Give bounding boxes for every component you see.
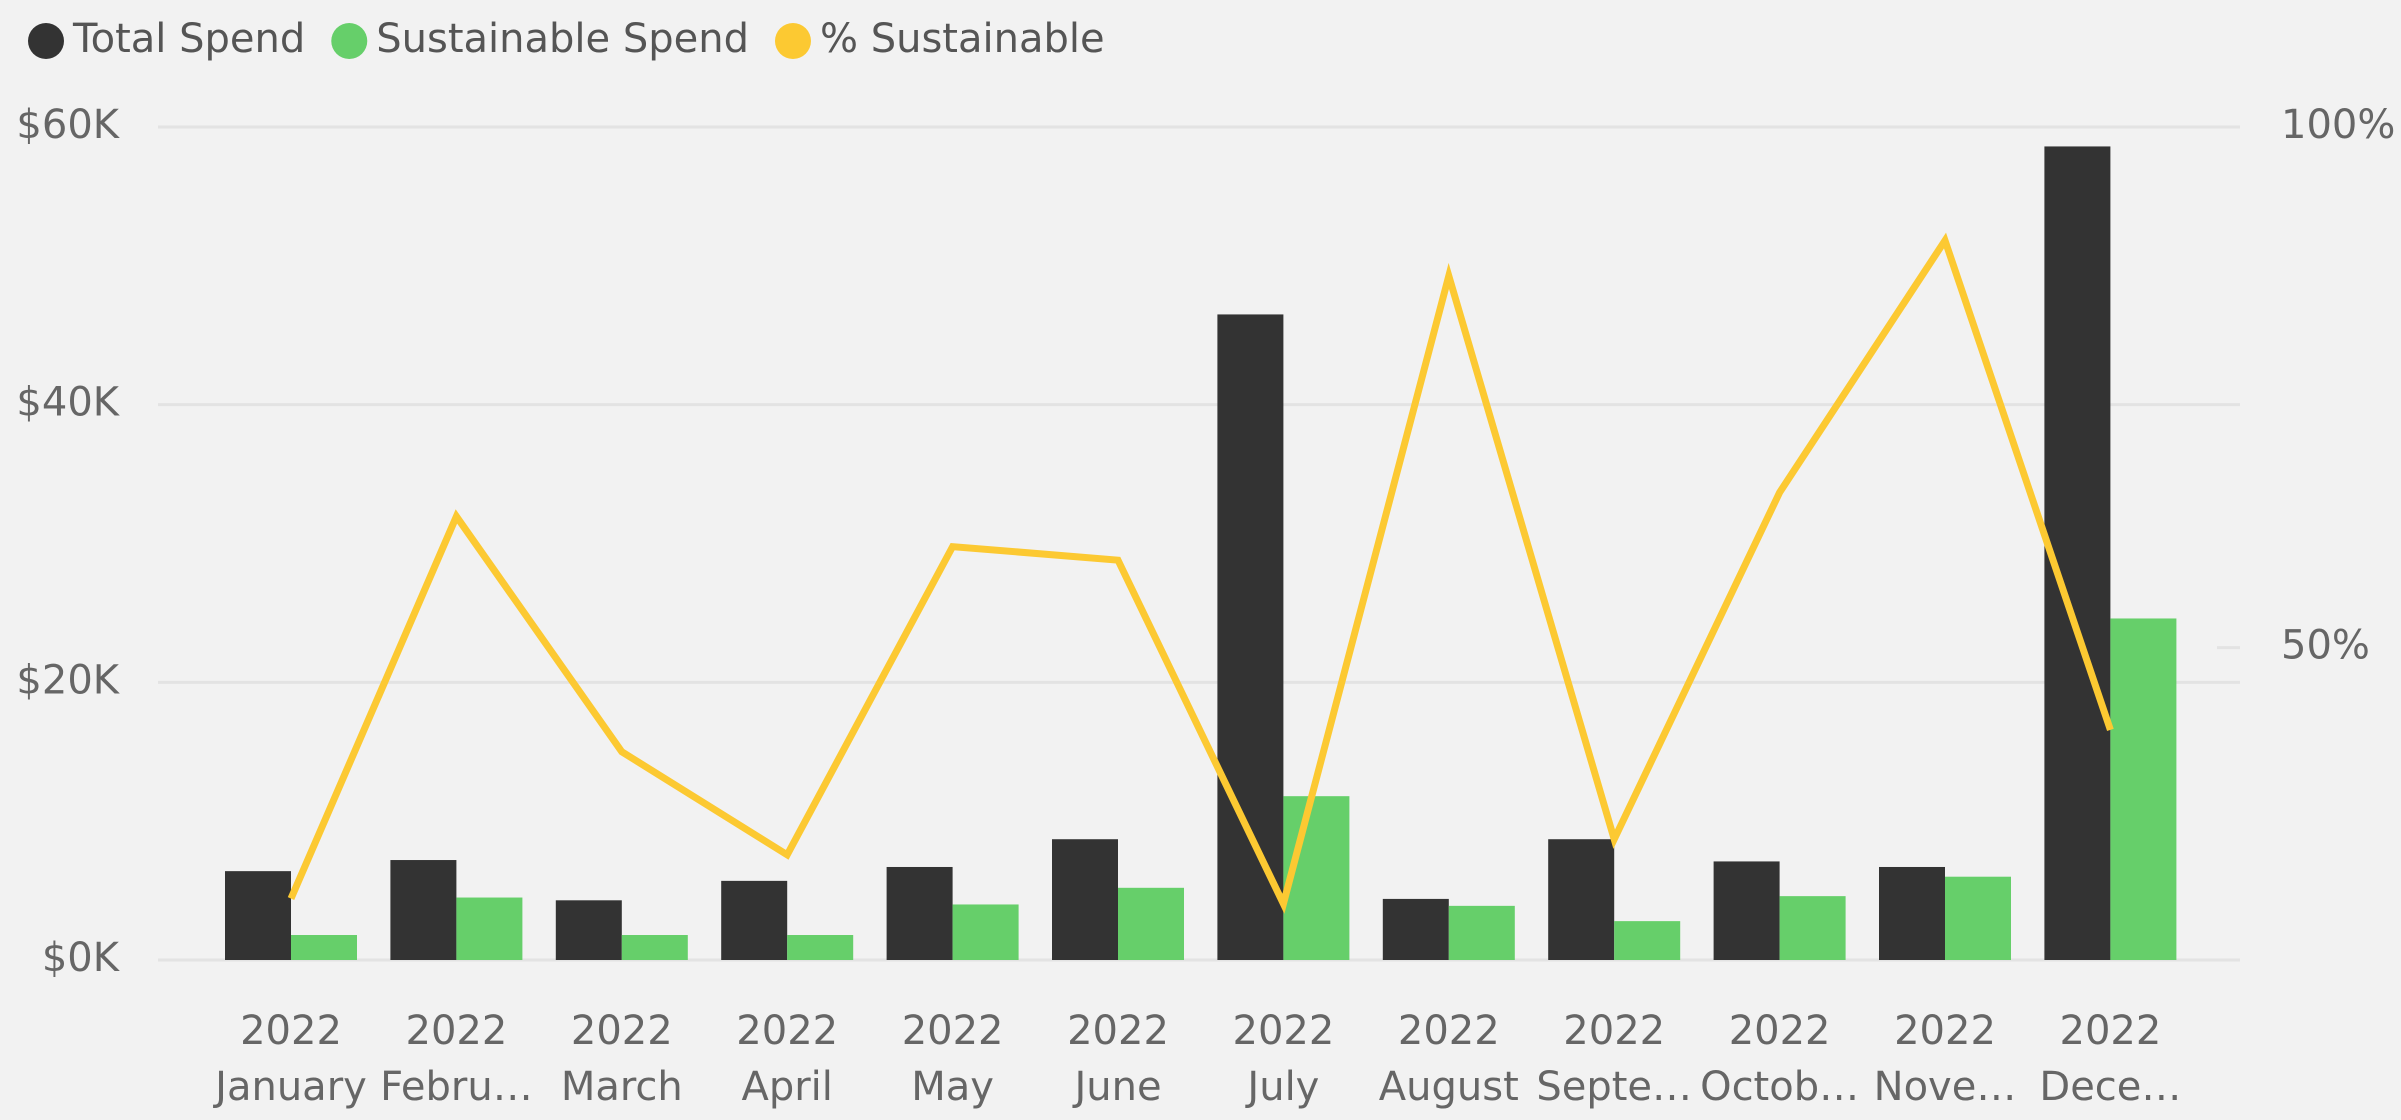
x-tick-label: 2022 — [1233, 1008, 1335, 1054]
legend-marker — [331, 23, 368, 59]
x-tick-label: 2022 — [1563, 1008, 1665, 1054]
y-tick-label: $60K — [16, 102, 120, 148]
x-tick-label: 2022 — [736, 1008, 838, 1054]
y-tick-label: $0K — [42, 935, 121, 981]
bar — [886, 866, 953, 960]
x-tick-label: 2022 — [2060, 1008, 2162, 1054]
legend-marker — [28, 23, 64, 59]
x-tick-label: March — [561, 1064, 683, 1110]
legend-marker — [774, 23, 811, 59]
x-tick-label: 2022 — [1894, 1008, 1996, 1054]
bar — [1448, 905, 1515, 960]
x-tick-label: May — [911, 1064, 994, 1110]
x-tick-label: August — [1379, 1064, 1519, 1110]
bar — [225, 871, 291, 960]
bar — [787, 935, 854, 960]
x-tick-label: 2022 — [902, 1008, 1004, 1054]
x-tick-label: 2022 — [1398, 1008, 1500, 1054]
bar — [1779, 896, 1846, 960]
x-tick-label: July — [1244, 1064, 1319, 1110]
legend-label: Sustainable Spend — [376, 16, 749, 62]
bar — [390, 860, 457, 960]
bar — [1382, 898, 1449, 960]
x-tick-label: 2022 — [1729, 1008, 1831, 1054]
x-tick-label: 2022 — [240, 1008, 342, 1054]
bar — [2044, 146, 2111, 961]
legend: Total Spend Sustainable Spend % Sustainabl… — [28, 16, 1105, 62]
x-tick-label: 2022 — [1067, 1008, 1169, 1054]
line — [287, 232, 2114, 914]
y-tick-label: $40K — [16, 380, 120, 426]
bar — [1945, 876, 2011, 960]
bar — [1052, 839, 1118, 960]
bar — [2110, 618, 2177, 960]
bar — [952, 904, 1019, 960]
x-tick-label: 2022 — [571, 1008, 673, 1054]
bar — [1217, 314, 1284, 960]
bar — [1879, 866, 1945, 960]
bar — [1548, 839, 1615, 960]
bar — [621, 935, 688, 960]
x-tick-label: Febru… — [380, 1064, 533, 1110]
x-tick-label: Nove… — [1874, 1064, 2017, 1110]
bar — [1713, 861, 1780, 960]
x-tick-label: January — [212, 1064, 367, 1110]
x-tick-label: Octob… — [1700, 1064, 1859, 1110]
bar — [721, 880, 788, 960]
bar — [1614, 921, 1681, 960]
y2-tick-label: 100% — [2281, 102, 2395, 148]
x-tick-label: June — [1071, 1064, 1161, 1110]
legend-label: % Sustainable — [820, 16, 1105, 62]
y-tick-label: $20K — [16, 657, 120, 703]
x-tick-label: Dece… — [2039, 1064, 2181, 1110]
bar — [555, 900, 622, 960]
y2-tick-label: 50% — [2281, 623, 2370, 669]
bar — [291, 935, 357, 960]
bar — [1283, 796, 1350, 960]
x-tick-label: April — [741, 1064, 832, 1110]
bar — [456, 897, 523, 960]
x-tick-label: 2022 — [406, 1008, 508, 1054]
x-tick-label: Septe… — [1536, 1064, 1692, 1110]
bar — [1118, 887, 1184, 960]
legend-label: Total Spend — [72, 16, 305, 62]
